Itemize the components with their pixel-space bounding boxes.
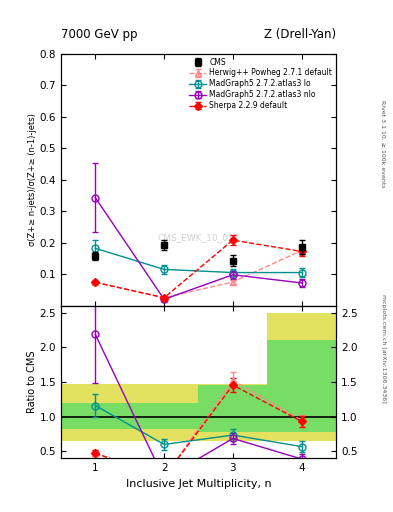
Text: 7000 GeV pp: 7000 GeV pp — [61, 28, 138, 41]
Bar — [198, 384, 267, 441]
Bar — [267, 340, 336, 432]
Bar — [198, 386, 267, 432]
Bar — [267, 312, 336, 441]
Text: Rivet 3.1.10, ≥ 100k events: Rivet 3.1.10, ≥ 100k events — [381, 99, 386, 187]
X-axis label: Inclusive Jet Multiplicity, n: Inclusive Jet Multiplicity, n — [126, 479, 271, 488]
Bar — [130, 384, 198, 441]
Text: mcplots.cern.ch [arXiv:1306.3436]: mcplots.cern.ch [arXiv:1306.3436] — [381, 294, 386, 402]
Bar — [130, 403, 198, 429]
Bar — [61, 384, 130, 441]
Y-axis label: σ(Z+≥ n-jets)/σ(Z+≥ (n-1)-jets): σ(Z+≥ n-jets)/σ(Z+≥ (n-1)-jets) — [28, 113, 37, 246]
Text: Z (Drell-Yan): Z (Drell-Yan) — [264, 28, 336, 41]
Bar — [61, 403, 130, 429]
Y-axis label: Ratio to CMS: Ratio to CMS — [27, 351, 37, 413]
Text: CMS_EWK_10_012: CMS_EWK_10_012 — [157, 233, 240, 242]
Legend: CMS, Herwig++ Powheg 2.7.1 default, MadGraph5 2.7.2.atlas3 lo, MadGraph5 2.7.2.a: CMS, Herwig++ Powheg 2.7.1 default, MadG… — [188, 56, 334, 112]
